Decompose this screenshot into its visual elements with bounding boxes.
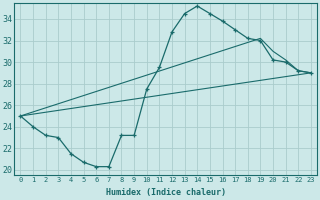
X-axis label: Humidex (Indice chaleur): Humidex (Indice chaleur): [106, 188, 226, 197]
